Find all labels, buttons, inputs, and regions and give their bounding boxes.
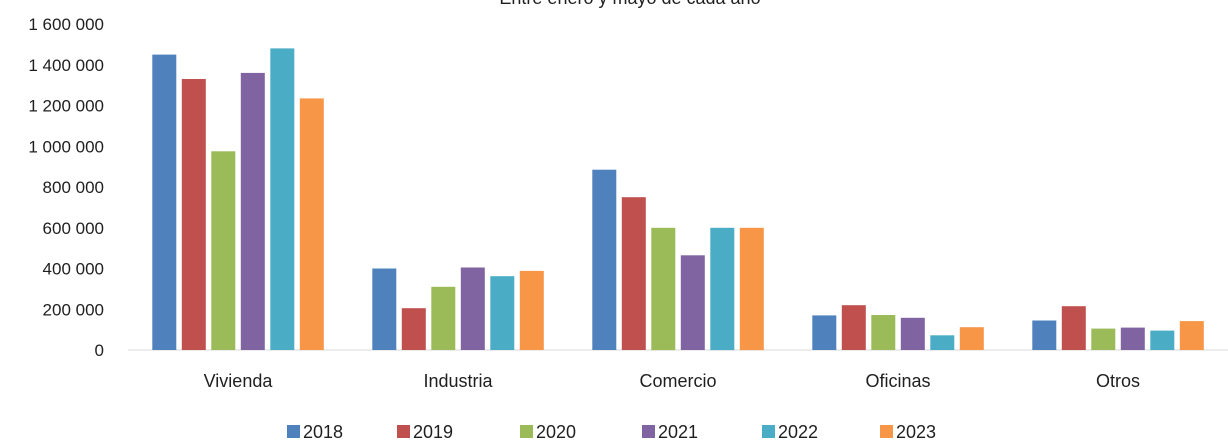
x-category-label: Industria (423, 371, 493, 391)
bar-vivienda-2018 (152, 54, 177, 350)
y-tick-label: 1 600 000 (28, 15, 104, 34)
legend-label: 2020 (536, 422, 576, 441)
legend-label: 2019 (413, 422, 453, 441)
bar-vivienda-2021 (240, 72, 265, 351)
bar-otros-2023 (1179, 321, 1204, 350)
legend-label: 2023 (896, 422, 936, 441)
bar-comercio-2019 (621, 197, 646, 350)
bar-industria-2020 (431, 286, 456, 350)
x-category-label: Oficinas (865, 371, 930, 391)
legend-swatch-2020 (520, 425, 533, 438)
bar-otros-2019 (1061, 306, 1086, 350)
y-axis-ticks: 0 200 000 400 000 600 000 800 000 1 000 000 1 … (28, 15, 104, 360)
legend-swatch-2018 (287, 425, 300, 438)
bar-comercio-2021 (680, 255, 705, 350)
bar-comercio-2020 (651, 227, 676, 351)
legend-label: 2022 (778, 422, 818, 441)
y-tick-label: 0 (95, 341, 104, 360)
legend-label: 2018 (303, 422, 343, 441)
bar-otros-2018 (1032, 320, 1057, 350)
y-tick-label: 400 000 (43, 260, 104, 279)
y-tick-label: 1 400 000 (28, 56, 104, 75)
chart-subtitle: Entre enero y mayo de cada año (499, 0, 760, 8)
legend-swatch-2023 (880, 425, 893, 438)
x-category-label: Comercio (639, 371, 716, 391)
bar-otros-2022 (1150, 330, 1175, 350)
legend-label: 2021 (658, 422, 698, 441)
bar-comercio-2023 (739, 227, 764, 351)
bar-vivienda-2023 (299, 98, 324, 351)
y-tick-label: 800 000 (43, 178, 104, 197)
bar-oficinas-2022 (930, 335, 955, 350)
bar-industria-2023 (519, 270, 544, 350)
bar-oficinas-2023 (959, 327, 984, 350)
bars (152, 48, 1204, 351)
bar-otros-2021 (1120, 327, 1145, 350)
bar-otros-2020 (1091, 328, 1116, 350)
bar-oficinas-2018 (812, 315, 837, 350)
bar-industria-2021 (460, 267, 485, 350)
x-category-label: Otros (1096, 371, 1140, 391)
bar-oficinas-2021 (900, 317, 925, 350)
y-tick-label: 1 200 000 (28, 97, 104, 116)
legend: 2018 2019 2020 2021 2022 2023 (287, 422, 936, 441)
bar-vivienda-2022 (270, 48, 295, 351)
category-labels: Vivienda Industria Comercio Oficinas Otros (204, 371, 1140, 391)
bar-oficinas-2020 (871, 315, 896, 350)
legend-swatch-2022 (762, 425, 775, 438)
bar-industria-2022 (490, 276, 515, 350)
bar-vivienda-2020 (211, 151, 236, 350)
y-tick-label: 600 000 (43, 219, 104, 238)
y-tick-label: 200 000 (43, 300, 104, 319)
bar-vivienda-2019 (181, 79, 206, 350)
legend-swatch-2021 (642, 425, 655, 438)
y-tick-label: 1 000 000 (28, 137, 104, 156)
bar-comercio-2022 (710, 227, 735, 351)
bar-comercio-2018 (592, 169, 617, 350)
bar-industria-2019 (401, 308, 426, 350)
legend-swatch-2019 (397, 425, 410, 438)
bar-industria-2018 (372, 268, 397, 350)
bar-oficinas-2019 (841, 305, 866, 350)
x-category-label: Vivienda (204, 371, 274, 391)
